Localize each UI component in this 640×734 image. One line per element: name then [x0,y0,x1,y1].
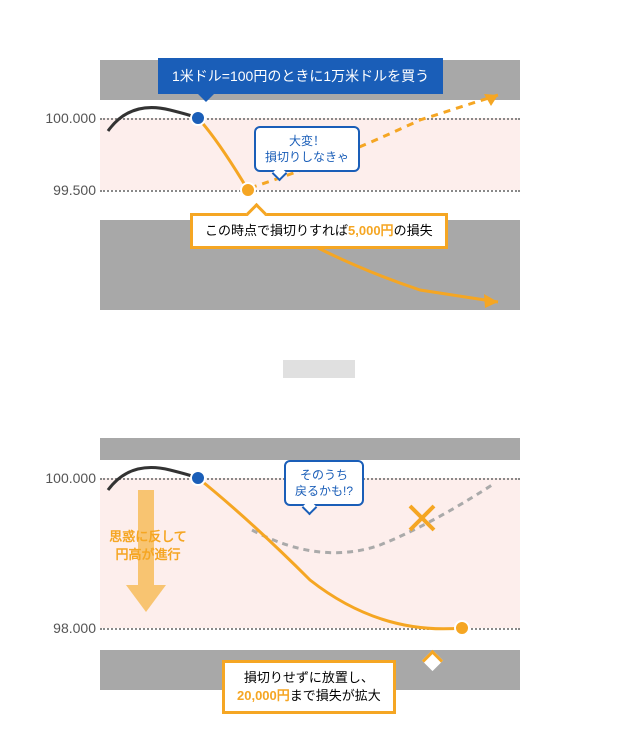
chart2-ylabel-98: 98.000 [36,620,96,636]
chart1-speech-bubble: 大変！ 損切りしなきゃ [254,126,360,172]
chart1-ylabel-100: 100.000 [36,110,96,126]
chart1-caption-before: この時点で損切りすれば [205,223,348,238]
chart1-ylabel-995: 99.500 [36,182,96,198]
chart2-trend-label: 思惑に反して 円高が進行 [108,528,188,563]
chart2-trend-line2: 円高が進行 [115,547,180,562]
chart1-caption-after: の損失 [394,223,433,238]
chart2-speech-line1: そのうち [300,468,348,482]
chart2-ylabel-100: 100.000 [36,470,96,486]
chart1-banner: 1米ドル=100円のときに1万米ドルを買う [158,58,443,94]
chart2-caption-line1: 損切りせずに放置し、 [244,670,374,685]
chart1-gridline-100 [100,118,520,120]
chart1-speech-line2: 損切りしなきゃ [265,150,349,164]
chart2-caption: 損切りせずに放置し、 20,000円まで損失が拡大 [222,660,396,714]
chart2-caption-accent: 20,000円 [237,688,290,703]
chart1-speech-line1: 大変！ [289,134,325,148]
chart1-caption-accent: 5,000円 [348,223,394,238]
chart2-caption-line2-after: まで損失が拡大 [290,688,381,703]
chart2-speech-line2: 戻るかも!? [295,484,353,498]
chart1-caption: この時点で損切りすれば5,000円の損失 [190,213,448,249]
chart2-gridline-98 [100,628,520,630]
chart2-speech-bubble: そのうち 戻るかも!? [284,460,364,506]
chart1-gridline-995 [100,190,520,192]
chart2-trend-line1: 思惑に反して [109,529,187,544]
panel-divider [283,360,355,378]
